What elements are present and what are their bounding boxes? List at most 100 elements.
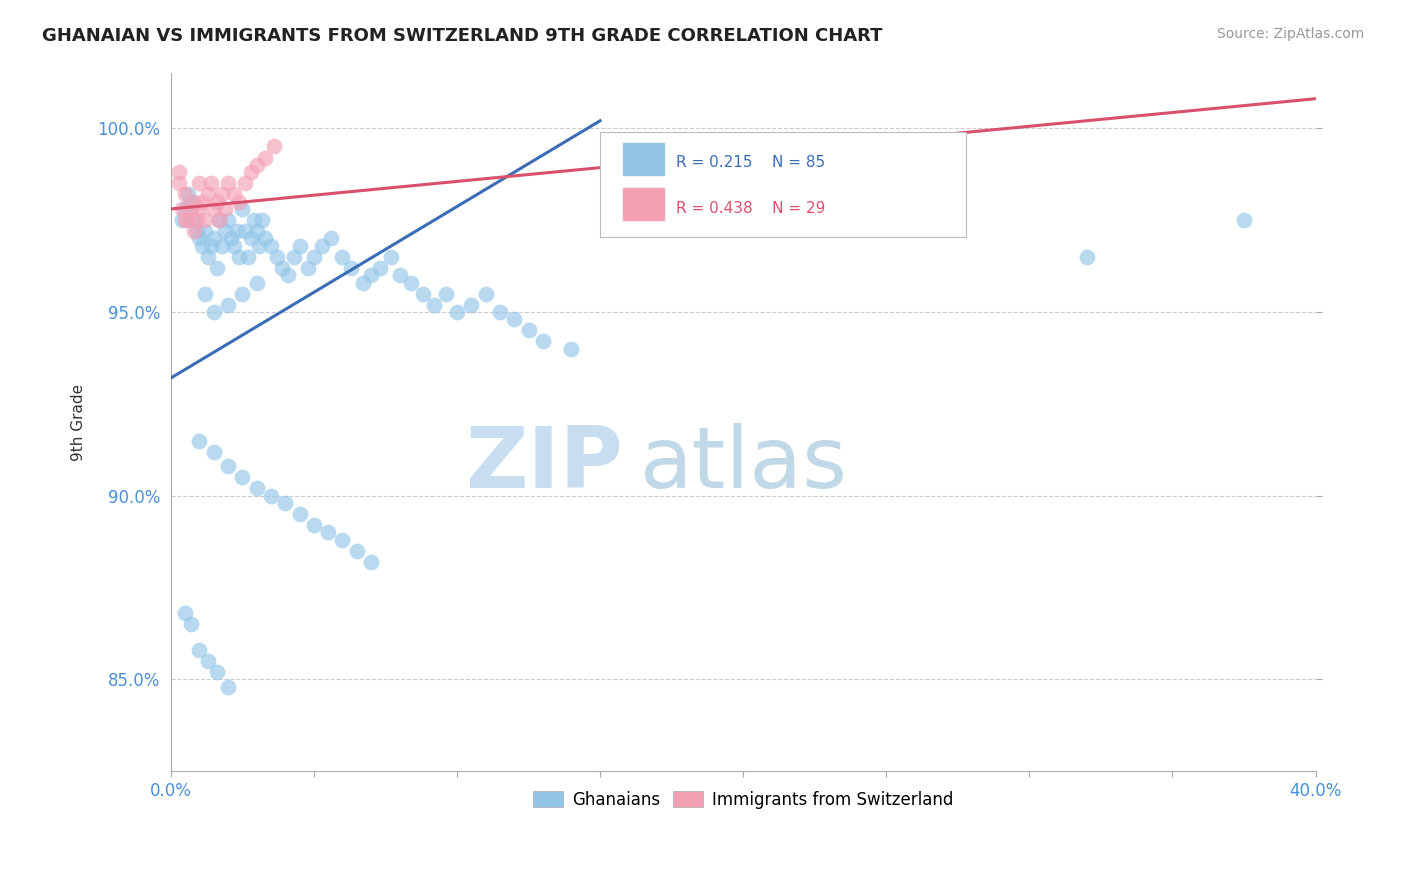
Point: [205, 194, 228, 209]
Point: [242, 213, 264, 227]
Point: [180, 617, 202, 632]
Point: [217, 213, 239, 227]
Point: [1233, 213, 1256, 227]
Point: [200, 176, 222, 190]
Point: [208, 213, 231, 227]
Point: [288, 507, 311, 521]
Point: [231, 286, 253, 301]
Point: [517, 323, 540, 337]
Point: [560, 342, 582, 356]
Point: [191, 194, 214, 209]
Point: [172, 202, 194, 216]
Point: [302, 250, 325, 264]
Point: [460, 297, 482, 311]
Point: [246, 276, 269, 290]
Point: [388, 268, 411, 282]
Point: [319, 231, 342, 245]
Text: ZIP: ZIP: [465, 423, 623, 506]
Point: [217, 680, 239, 694]
Point: [360, 555, 382, 569]
Point: [332, 533, 354, 547]
Point: [346, 544, 368, 558]
Point: [277, 268, 299, 282]
Point: [233, 176, 256, 190]
Point: [231, 470, 253, 484]
Point: [191, 238, 214, 252]
Point: [489, 305, 512, 319]
Point: [174, 187, 197, 202]
Point: [360, 268, 382, 282]
Point: [194, 213, 217, 227]
Text: atlas: atlas: [640, 423, 848, 506]
Point: [263, 139, 285, 153]
Point: [434, 286, 457, 301]
Point: [380, 250, 402, 264]
Point: [531, 334, 554, 349]
Point: [188, 202, 211, 216]
Y-axis label: 9th Grade: 9th Grade: [72, 384, 86, 461]
Point: [217, 459, 239, 474]
Text: R = 0.438    N = 29: R = 0.438 N = 29: [676, 201, 825, 216]
Point: [211, 238, 233, 252]
Point: [205, 260, 228, 275]
Point: [188, 434, 211, 448]
Point: [1076, 250, 1098, 264]
Point: [186, 224, 208, 238]
Point: [188, 231, 211, 245]
Point: [188, 643, 211, 657]
Point: [174, 213, 197, 227]
Point: [197, 187, 219, 202]
Point: [231, 202, 253, 216]
Point: [177, 213, 200, 227]
Point: [288, 238, 311, 252]
Point: [197, 654, 219, 668]
Text: GHANAIAN VS IMMIGRANTS FROM SWITZERLAND 9TH GRADE CORRELATION CHART: GHANAIAN VS IMMIGRANTS FROM SWITZERLAND …: [42, 27, 883, 45]
Point: [188, 176, 211, 190]
Point: [183, 213, 205, 227]
Point: [249, 238, 271, 252]
Point: [217, 297, 239, 311]
Point: [283, 250, 305, 264]
Legend: Ghanaians, Immigrants from Switzerland: Ghanaians, Immigrants from Switzerland: [527, 784, 960, 815]
Text: Source: ZipAtlas.com: Source: ZipAtlas.com: [1216, 27, 1364, 41]
Point: [194, 286, 217, 301]
Point: [254, 151, 277, 165]
Point: [217, 176, 239, 190]
Point: [332, 250, 354, 264]
Point: [225, 224, 247, 238]
Point: [202, 202, 225, 216]
Point: [316, 525, 339, 540]
Point: [239, 231, 262, 245]
Point: [222, 187, 245, 202]
Point: [183, 194, 205, 209]
Point: [186, 213, 208, 227]
Point: [246, 481, 269, 495]
Point: [202, 305, 225, 319]
Point: [260, 489, 283, 503]
Point: [474, 286, 496, 301]
Point: [236, 250, 259, 264]
Point: [214, 202, 236, 216]
Point: [177, 187, 200, 202]
Point: [211, 187, 233, 202]
Point: [311, 238, 333, 252]
Point: [202, 444, 225, 458]
Point: [180, 202, 202, 216]
Point: [172, 213, 194, 227]
Point: [274, 496, 297, 510]
FancyBboxPatch shape: [623, 188, 664, 220]
Point: [266, 250, 288, 264]
FancyBboxPatch shape: [623, 143, 664, 175]
Point: [246, 224, 269, 238]
Point: [228, 250, 250, 264]
Point: [503, 312, 526, 326]
Point: [423, 297, 446, 311]
Point: [202, 231, 225, 245]
FancyBboxPatch shape: [600, 132, 966, 237]
Point: [233, 224, 256, 238]
Point: [174, 607, 197, 621]
Point: [446, 305, 468, 319]
Point: [180, 194, 202, 209]
Point: [260, 238, 283, 252]
Point: [271, 260, 294, 275]
